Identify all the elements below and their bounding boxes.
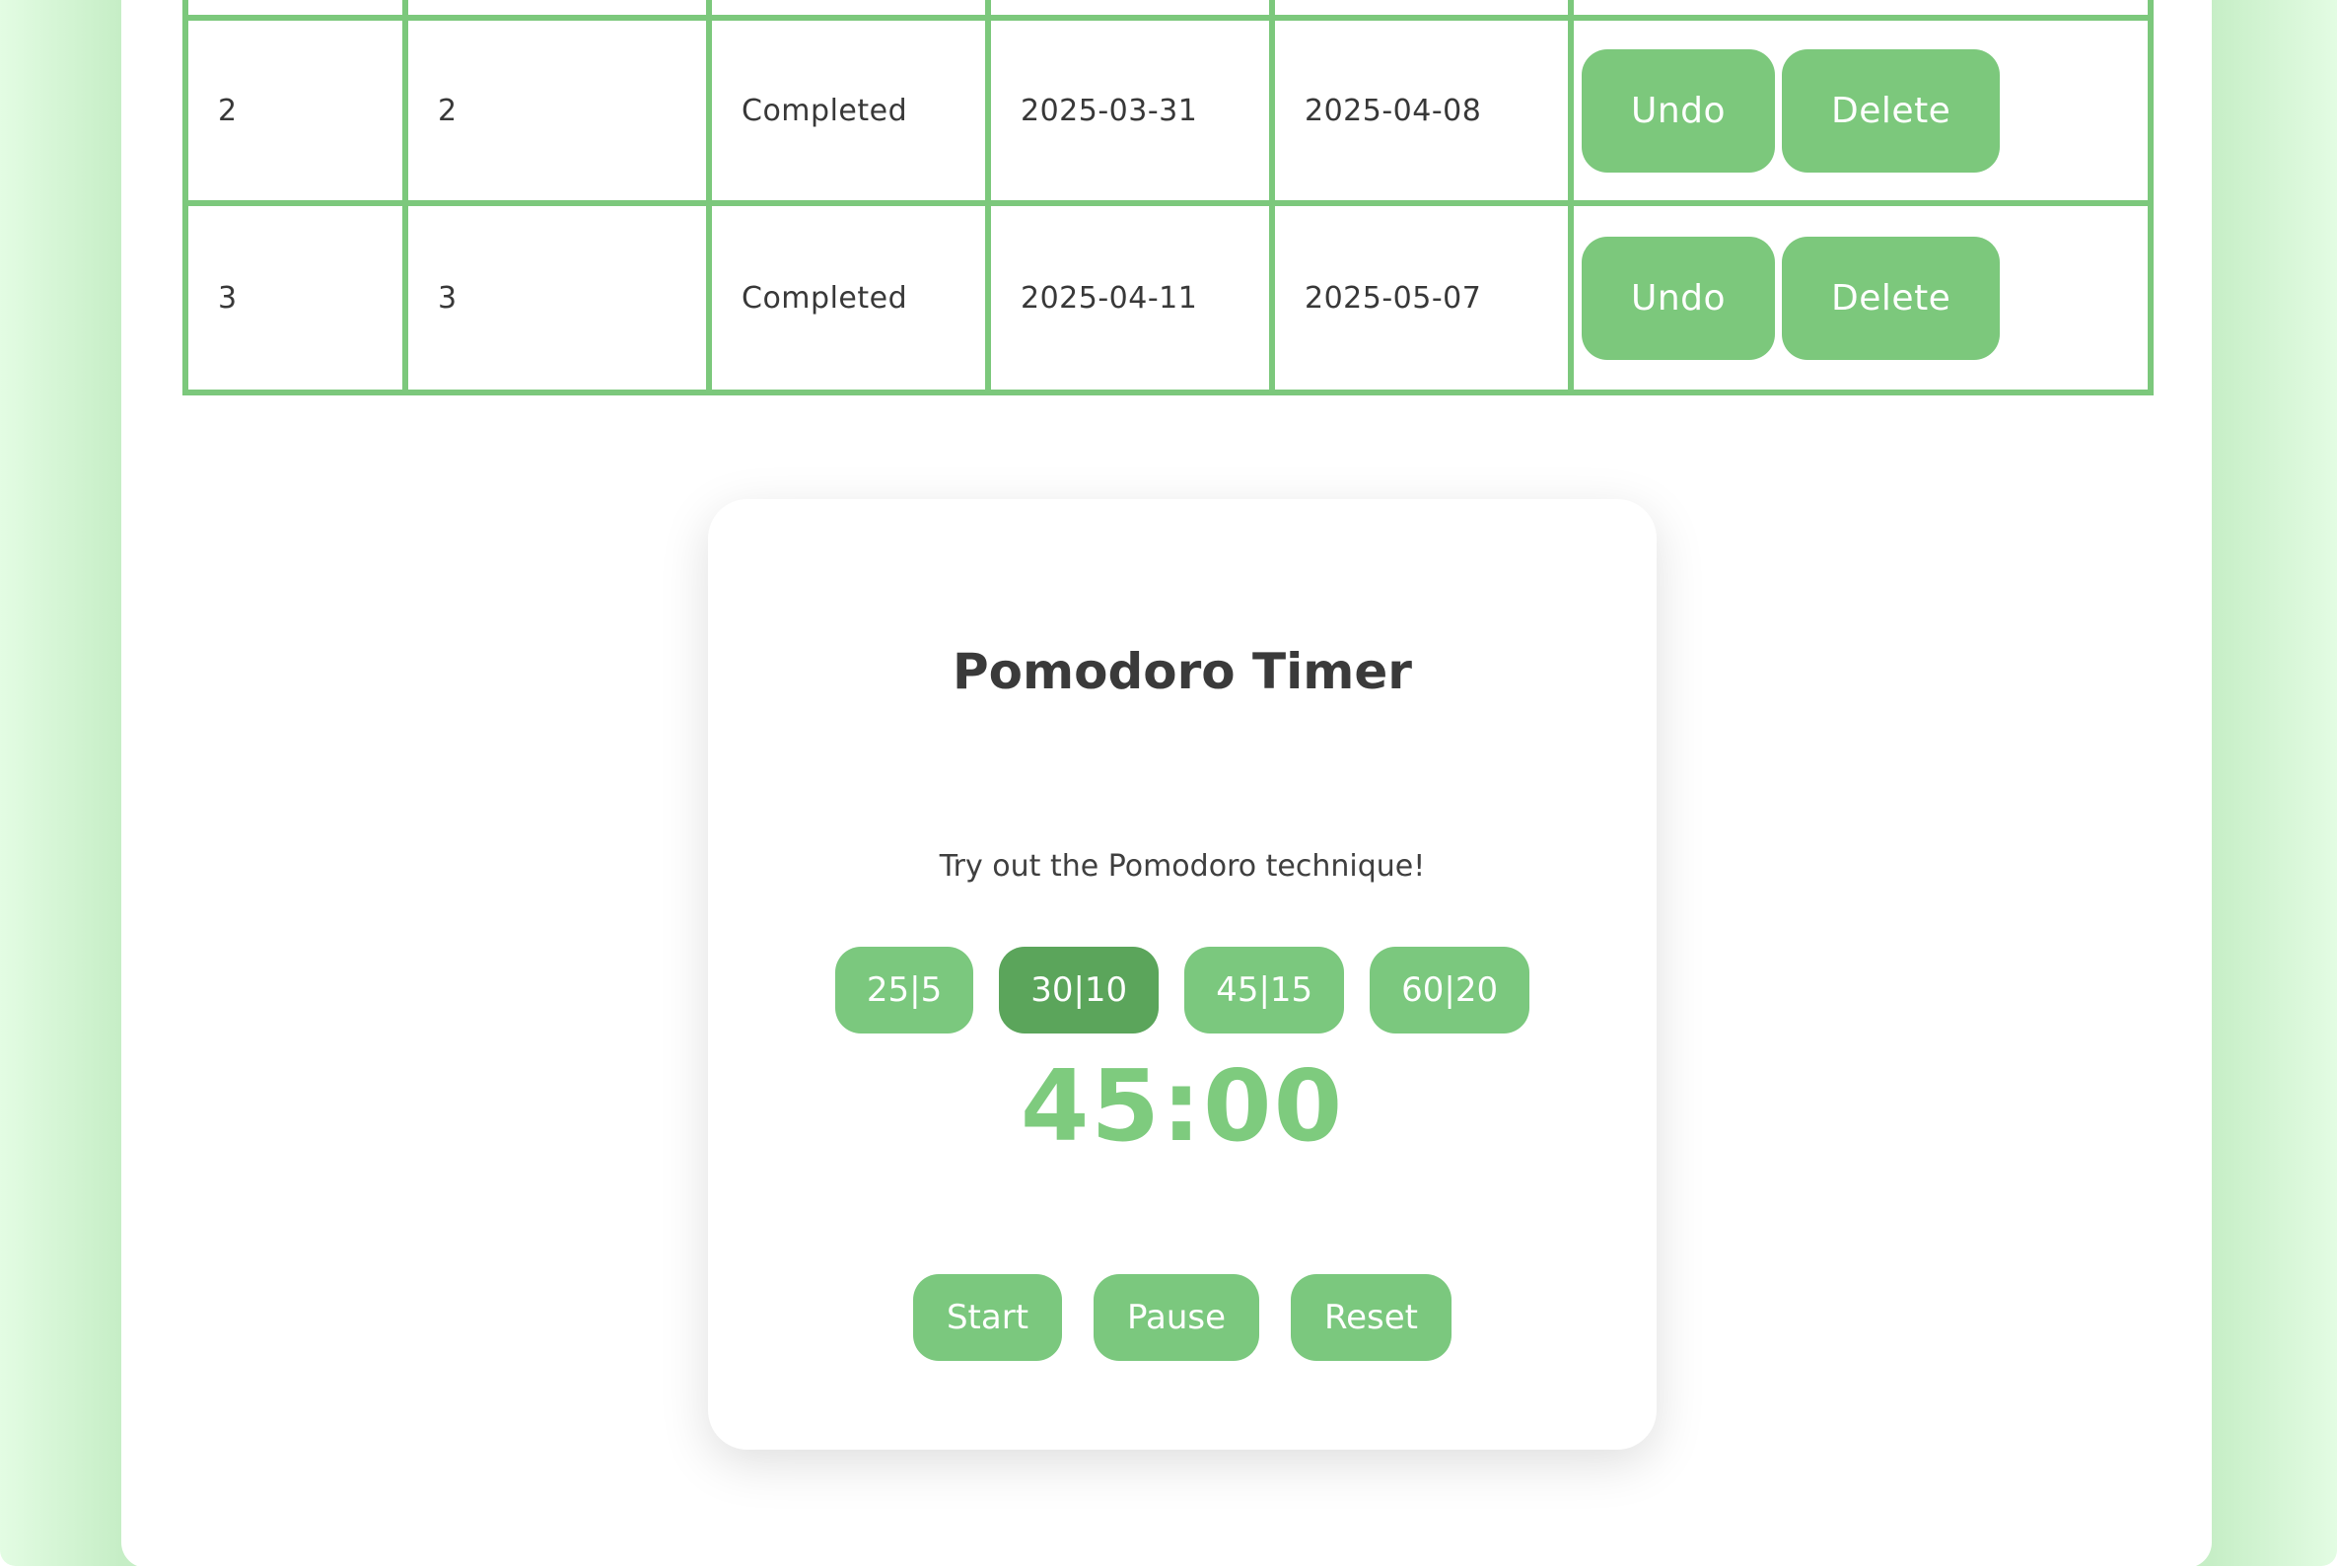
preset-button-25-5[interactable]: 25|5 bbox=[834, 947, 974, 1033]
table-cell-date: 2025-04-08 bbox=[1275, 21, 1568, 200]
preset-button-30-10[interactable]: 30|10 bbox=[999, 947, 1160, 1033]
table-actions-cell: Undo Delete bbox=[1574, 206, 2148, 390]
pause-button[interactable]: Pause bbox=[1094, 1274, 1260, 1361]
preset-buttons-row: 25|5 30|10 45|15 60|20 bbox=[834, 947, 1530, 1033]
table-cell: 2 bbox=[408, 21, 706, 200]
tasks-table: 2 2 Completed 2025-03-31 2025-04-08 Undo… bbox=[182, 0, 2154, 395]
delete-button[interactable]: Delete bbox=[1782, 236, 2001, 360]
table-cell: 3 bbox=[408, 206, 706, 390]
undo-button[interactable]: Undo bbox=[1582, 236, 1776, 360]
reset-button[interactable]: Reset bbox=[1291, 1274, 1452, 1361]
table-cell bbox=[991, 0, 1269, 15]
timer-controls-row: Start Pause Reset bbox=[912, 1274, 1452, 1361]
table-actions-cell bbox=[1574, 0, 2148, 15]
pomodoro-title: Pomodoro Timer bbox=[953, 643, 1412, 700]
table-cell-date: 2025-03-31 bbox=[991, 21, 1269, 200]
table-cell bbox=[712, 0, 985, 15]
table-cell-date: 2025-05-07 bbox=[1275, 206, 1568, 390]
pomodoro-card: Pomodoro Timer Try out the Pomodoro tech… bbox=[708, 499, 1657, 1450]
undo-button[interactable]: Undo bbox=[1582, 48, 1776, 173]
start-button[interactable]: Start bbox=[912, 1274, 1063, 1361]
preset-button-60-20[interactable]: 60|20 bbox=[1370, 947, 1530, 1033]
delete-button[interactable]: Delete bbox=[1782, 48, 2001, 173]
table-cell: 2 bbox=[188, 21, 402, 200]
table-cell bbox=[1275, 0, 1568, 15]
table-actions-cell: Undo Delete bbox=[1574, 21, 2148, 200]
table-cell: 3 bbox=[188, 206, 402, 390]
table-cell bbox=[188, 0, 402, 15]
preset-button-45-15[interactable]: 45|15 bbox=[1184, 947, 1345, 1033]
table-cell-status: Completed bbox=[712, 21, 985, 200]
pomodoro-subtitle: Try out the Pomodoro technique! bbox=[939, 849, 1426, 884]
table-cell-status: Completed bbox=[712, 206, 985, 390]
timer-display: 45:00 bbox=[1020, 1048, 1345, 1164]
main-content-panel: 2 2 Completed 2025-03-31 2025-04-08 Undo… bbox=[121, 0, 2212, 1568]
table-cell-date: 2025-04-11 bbox=[991, 206, 1269, 390]
table-cell bbox=[408, 0, 706, 15]
